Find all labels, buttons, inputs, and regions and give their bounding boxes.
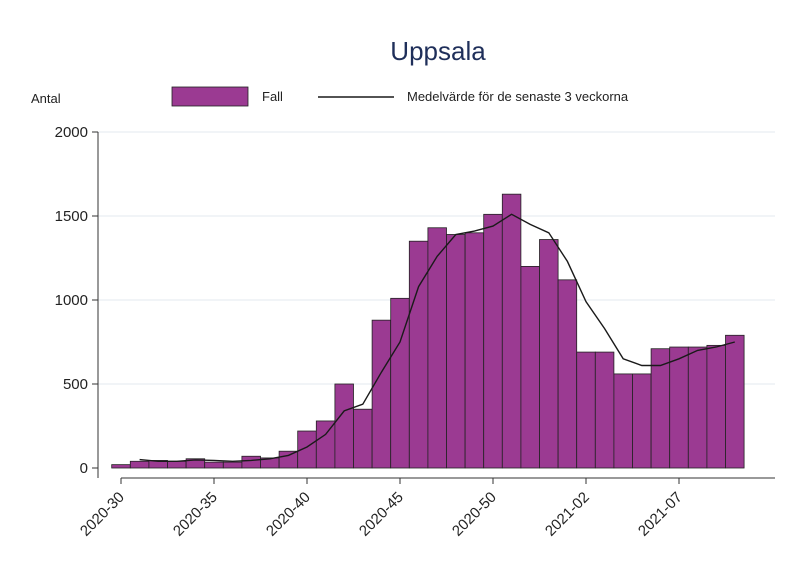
y-axis-label: Antal: [31, 91, 61, 106]
y-tick-label: 0: [80, 460, 88, 477]
axes: [97, 132, 775, 479]
bar: [632, 373, 652, 469]
legend-fall-label: Fall: [262, 89, 283, 104]
bar: [520, 265, 540, 469]
y-ticks: 0 500 1000 1500 2000: [55, 124, 98, 477]
bar: [464, 232, 485, 469]
bar: [501, 193, 522, 469]
x-tick-label: 2020-50: [449, 489, 500, 540]
bar: [725, 334, 745, 469]
bar: [241, 455, 261, 469]
bar: [204, 461, 224, 469]
bar: [594, 351, 615, 469]
bar: [557, 279, 578, 469]
bar: [167, 460, 187, 469]
x-tick-label: 2021-02: [542, 489, 593, 540]
bar: [334, 383, 354, 469]
bar: [613, 373, 633, 469]
y-tick-label: 500: [63, 376, 88, 393]
y-tick-label: 2000: [55, 124, 88, 141]
bars: [111, 193, 745, 469]
x-tick-label: 2020-35: [170, 489, 221, 540]
legend-fall-swatch: [171, 86, 249, 107]
bar: [315, 420, 336, 469]
average-line-layer: [139, 213, 735, 463]
bar: [129, 460, 150, 469]
bar: [371, 319, 392, 469]
x-tick-label: 2020-40: [263, 489, 314, 540]
bar: [576, 351, 596, 469]
chart-title: Uppsala: [390, 36, 486, 66]
x-tick-label: 2020-45: [356, 489, 407, 540]
x-ticks: 2020-30 2020-35 2020-40 2020-45 2020-50 2021-…: [77, 478, 686, 540]
bar: [111, 464, 131, 469]
bar: [483, 213, 503, 469]
y-tick-label: 1500: [55, 208, 88, 225]
bar: [669, 346, 689, 469]
bar: [706, 344, 726, 469]
legend: Fall Medelvärde för de senaste 3 veckorn…: [171, 86, 629, 107]
bar: [278, 450, 299, 469]
bar: [687, 346, 708, 469]
average-line: [139, 213, 735, 463]
x-tick-label: 2021-07: [635, 489, 686, 540]
bar: [222, 461, 243, 469]
bar: [353, 408, 373, 469]
bar: [650, 348, 671, 469]
x-tick-label: 2020-30: [77, 489, 128, 540]
y-tick-label: 1000: [55, 292, 88, 309]
bar: [446, 234, 466, 469]
bar: [539, 239, 559, 469]
legend-average-label: Medelvärde för de senaste 3 veckorna: [407, 89, 629, 104]
bar: [427, 227, 447, 469]
